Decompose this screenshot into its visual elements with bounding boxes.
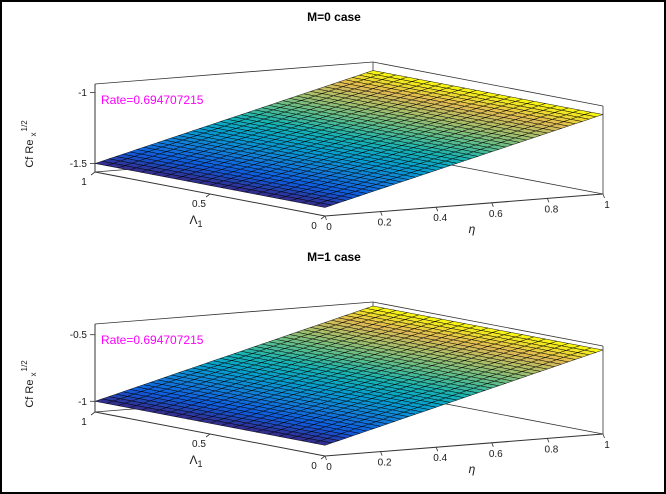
- svg-text:-1.5: -1.5: [70, 159, 88, 170]
- svg-text:0: 0: [311, 221, 317, 232]
- svg-text:Rate=0.694707215: Rate=0.694707215: [101, 333, 204, 347]
- chart-m1-block: M=1 case 0 0.2 0.4 0.6 0.8 1 1 0.5 0 -0.5 -1 η Λ1 Cf …: [3, 248, 664, 486]
- svg-text:Λ1: Λ1: [189, 213, 202, 229]
- svg-text:-1: -1: [78, 88, 87, 99]
- svg-text:0.6: 0.6: [489, 209, 503, 220]
- chart-m0-block: M=0 case 0 0.2 0.4 0.6 0.8 1 1 0.5 0 -1 -1.5 η Λ1 Cf …: [3, 8, 664, 246]
- svg-text:0.5: 0.5: [192, 439, 206, 450]
- svg-text:0.6: 0.6: [489, 449, 503, 460]
- svg-text:η: η: [469, 462, 476, 476]
- surface-plot-m1: 0 0.2 0.4 0.6 0.8 1 1 0.5 0 -0.5 -1 η Λ1 Cf Re x1/2 Ra…: [20, 301, 610, 476]
- svg-text:Cf Re x1/2: Cf Re x1/2: [20, 360, 38, 408]
- svg-text:0.4: 0.4: [433, 213, 447, 224]
- svg-text:Rate=0.694707215: Rate=0.694707215: [101, 93, 204, 107]
- svg-text:Cf Re x1/2: Cf Re x1/2: [20, 120, 38, 168]
- chart-title-m1: M=1 case: [307, 250, 361, 264]
- svg-text:0: 0: [326, 222, 332, 233]
- svg-text:1: 1: [81, 177, 87, 188]
- svg-text:0: 0: [311, 461, 317, 472]
- svg-text:-0.5: -0.5: [70, 330, 88, 341]
- svg-text:0.2: 0.2: [378, 218, 392, 229]
- svg-text:η: η: [469, 222, 476, 236]
- chart-title-m0: M=0 case: [307, 10, 361, 24]
- svg-text:0.2: 0.2: [378, 458, 392, 469]
- svg-text:0: 0: [326, 462, 332, 473]
- svg-text:1: 1: [604, 200, 610, 211]
- svg-text:1: 1: [81, 417, 87, 428]
- svg-text:0.5: 0.5: [192, 199, 206, 210]
- svg-text:Λ1: Λ1: [189, 453, 202, 469]
- svg-text:1: 1: [604, 440, 610, 451]
- svg-text:0.8: 0.8: [544, 444, 558, 455]
- surface-plot-m0: 0 0.2 0.4 0.6 0.8 1 1 0.5 0 -1 -1.5 η Λ1 Cf Re x1/2 Ra…: [20, 61, 610, 236]
- svg-text:-1: -1: [78, 397, 87, 408]
- svg-text:0.4: 0.4: [433, 453, 447, 464]
- svg-text:0.8: 0.8: [544, 204, 558, 215]
